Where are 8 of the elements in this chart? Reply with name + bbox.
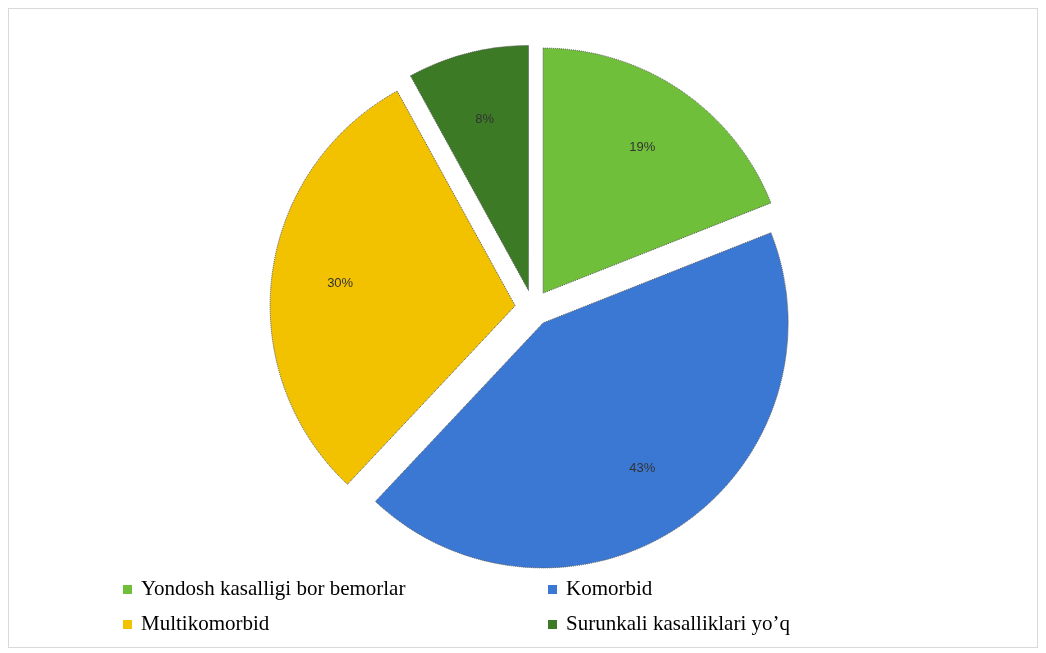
data-label: 30% xyxy=(327,275,354,291)
data-label: 8% xyxy=(475,111,495,127)
legend-label: Surunkali kasalliklari yo’q xyxy=(566,610,791,635)
legend-label: Multikomorbid xyxy=(141,610,270,635)
data-label: 19% xyxy=(629,138,656,154)
legend-label: Komorbid xyxy=(566,575,653,600)
legend-label: Yondosh kasalligi bor bemorlar xyxy=(141,575,406,600)
data-label: 43% xyxy=(629,460,656,476)
